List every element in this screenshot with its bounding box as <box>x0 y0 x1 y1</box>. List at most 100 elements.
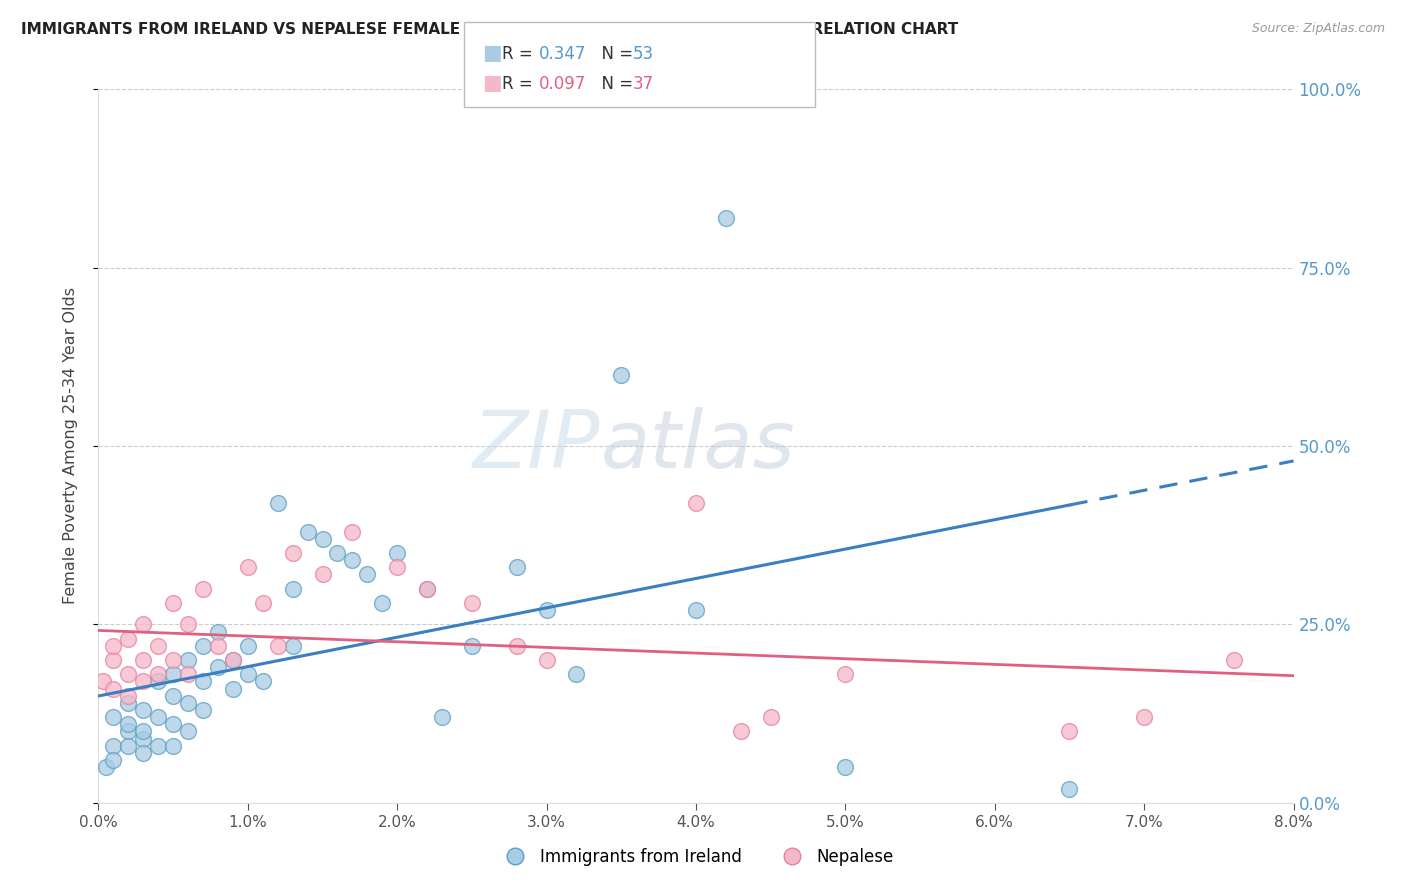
Point <box>103 710 125 724</box>
Point <box>222 653 245 667</box>
Point <box>1223 653 1246 667</box>
Point <box>207 660 229 674</box>
Point <box>132 674 155 689</box>
Point <box>236 667 259 681</box>
Point <box>132 617 155 632</box>
Text: 53: 53 <box>633 45 654 62</box>
Point <box>461 639 484 653</box>
Point <box>371 596 394 610</box>
Point <box>132 731 155 746</box>
Point <box>281 546 304 560</box>
Point <box>730 724 752 739</box>
Point <box>281 639 304 653</box>
Point <box>461 596 484 610</box>
Point <box>236 639 259 653</box>
Point <box>177 724 200 739</box>
Point <box>91 674 114 689</box>
Point <box>1133 710 1156 724</box>
Point <box>416 582 439 596</box>
Point <box>103 753 125 767</box>
Point <box>117 717 139 731</box>
Point <box>267 639 290 653</box>
Point <box>311 532 333 546</box>
Point <box>148 639 170 653</box>
Point <box>610 368 633 382</box>
Point <box>162 596 184 610</box>
Point <box>222 681 245 696</box>
Point <box>94 760 117 774</box>
Text: 0.347: 0.347 <box>538 45 586 62</box>
Point <box>714 211 737 225</box>
Point <box>685 496 707 510</box>
Point <box>103 739 125 753</box>
Point <box>132 724 155 739</box>
Point <box>148 674 170 689</box>
Point <box>148 739 170 753</box>
Point <box>132 746 155 760</box>
Point <box>385 546 409 560</box>
Point <box>117 689 139 703</box>
Point <box>207 624 229 639</box>
Point <box>191 582 214 596</box>
Point <box>191 639 214 653</box>
Point <box>236 560 259 574</box>
Point <box>191 703 214 717</box>
Point <box>162 653 184 667</box>
Point <box>162 739 184 753</box>
Point <box>685 603 707 617</box>
Text: ■: ■ <box>482 73 502 93</box>
Point <box>191 674 214 689</box>
Point <box>506 560 529 574</box>
Point <box>177 667 200 681</box>
Point <box>103 681 125 696</box>
Point <box>162 689 184 703</box>
Point <box>117 724 139 739</box>
Point <box>117 632 139 646</box>
Point <box>117 739 139 753</box>
Point <box>207 639 229 653</box>
Point <box>342 524 364 539</box>
Point <box>326 546 349 560</box>
Point <box>162 667 184 681</box>
Point <box>117 667 139 681</box>
Point <box>311 567 333 582</box>
Point <box>1059 724 1081 739</box>
Point <box>162 717 184 731</box>
Point <box>342 553 364 567</box>
Point <box>834 760 856 774</box>
Point <box>132 653 155 667</box>
Text: R =: R = <box>502 75 538 93</box>
Point <box>132 703 155 717</box>
Point <box>356 567 378 582</box>
Text: ZIP: ZIP <box>472 407 600 485</box>
Text: ■: ■ <box>482 43 502 62</box>
Legend: Immigrants from Ireland, Nepalese: Immigrants from Ireland, Nepalese <box>492 842 900 873</box>
Point <box>834 667 856 681</box>
Point <box>103 653 125 667</box>
Text: N =: N = <box>591 75 638 93</box>
Point <box>267 496 290 510</box>
Point <box>177 617 200 632</box>
Point <box>103 639 125 653</box>
Point <box>252 674 274 689</box>
Text: atlas: atlas <box>600 407 796 485</box>
Point <box>536 653 558 667</box>
Point <box>759 710 782 724</box>
Point <box>252 596 274 610</box>
Point <box>385 560 409 574</box>
Point <box>430 710 453 724</box>
Text: Source: ZipAtlas.com: Source: ZipAtlas.com <box>1251 22 1385 36</box>
Point <box>416 582 439 596</box>
Point <box>297 524 319 539</box>
Point <box>1059 781 1081 796</box>
Text: N =: N = <box>591 45 638 62</box>
Y-axis label: Female Poverty Among 25-34 Year Olds: Female Poverty Among 25-34 Year Olds <box>63 287 77 605</box>
Text: 0.097: 0.097 <box>538 75 586 93</box>
Point <box>281 582 304 596</box>
Point <box>506 639 529 653</box>
Point <box>117 696 139 710</box>
Text: IMMIGRANTS FROM IRELAND VS NEPALESE FEMALE POVERTY AMONG 25-34 YEAR OLDS CORRELA: IMMIGRANTS FROM IRELAND VS NEPALESE FEMA… <box>21 22 959 37</box>
Point <box>565 667 588 681</box>
Text: 37: 37 <box>633 75 654 93</box>
Text: R =: R = <box>502 45 538 62</box>
